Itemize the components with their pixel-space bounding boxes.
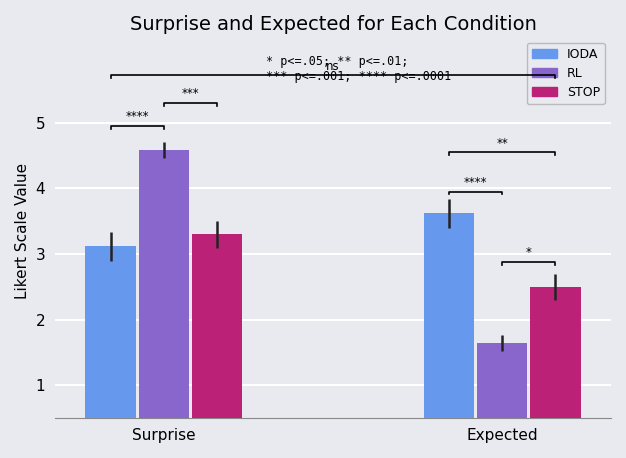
- Text: ***: ***: [182, 87, 199, 100]
- Title: Surprise and Expected for Each Condition: Surprise and Expected for Each Condition: [130, 15, 536, 34]
- Text: * p<=.05; ** p<=.01;
*** p<=.001; **** p<=.0001: * p<=.05; ** p<=.01; *** p<=.001; **** p…: [266, 55, 451, 83]
- Bar: [138, 150, 189, 451]
- Text: ns: ns: [326, 60, 340, 73]
- Text: ****: ****: [125, 110, 149, 123]
- Legend: IODA, RL, STOP: IODA, RL, STOP: [526, 43, 605, 104]
- Bar: [85, 246, 136, 451]
- Text: **: **: [496, 136, 508, 150]
- Bar: [530, 287, 581, 451]
- Text: ****: ****: [464, 176, 488, 189]
- Bar: [477, 343, 528, 451]
- Bar: [192, 234, 242, 451]
- Y-axis label: Likert Scale Value: Likert Scale Value: [15, 163, 30, 299]
- Bar: [424, 213, 475, 451]
- Text: *: *: [526, 246, 531, 259]
